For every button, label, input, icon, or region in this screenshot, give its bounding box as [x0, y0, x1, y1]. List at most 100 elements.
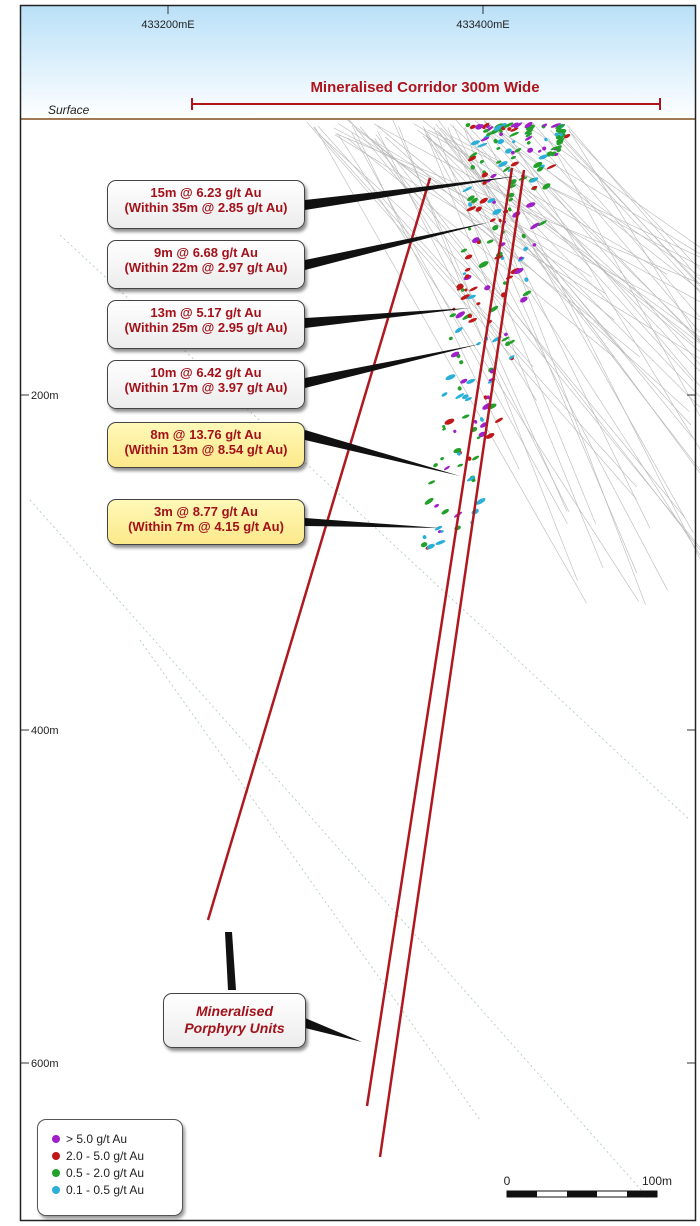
assay-intercept [455, 393, 465, 400]
callout-6-line1: 3m @ 8.77 g/t Au [154, 504, 258, 519]
drill-trace [337, 133, 639, 602]
callout-4-line1: 10m @ 6.42 g/t Au [150, 365, 262, 380]
assay-intercept [480, 136, 490, 142]
assay-intercept [469, 124, 476, 129]
assay-intercept [559, 132, 563, 137]
assay-intercept [473, 419, 478, 424]
assay-intercept [490, 173, 497, 179]
drill-trace [313, 127, 637, 488]
assay-intercept [485, 132, 493, 136]
assay-intercept [470, 164, 475, 170]
assay-intercept [468, 317, 477, 323]
assay-intercept [477, 142, 488, 148]
legend-item-01-05: 0.1 - 0.5 g/t Au [52, 1181, 182, 1198]
drill-trace [433, 127, 597, 525]
assay-intercept [495, 417, 503, 423]
assay-intercept [522, 290, 532, 297]
drill-trace [524, 127, 700, 333]
drill-trace [568, 129, 700, 343]
callout-2-line1: 9m @ 6.68 g/t Au [154, 245, 258, 260]
depth-ticks [20, 394, 696, 1064]
drill-trace [447, 127, 638, 574]
assay-intercept [563, 133, 571, 139]
assay-intercept [441, 508, 450, 515]
assay-intercept [486, 239, 494, 244]
assay-intercept [434, 503, 440, 508]
legend-dot-icon [52, 1168, 60, 1177]
drill-trace [334, 134, 700, 359]
assay-intercept [489, 218, 496, 223]
assay-intercept [556, 145, 562, 150]
assay-intercept [538, 154, 548, 160]
assay-intercept [462, 272, 467, 276]
assay-intercept [496, 147, 501, 150]
assay-intercept [524, 277, 529, 282]
assay-intercept [479, 197, 488, 204]
assay-intercept [471, 237, 480, 244]
porphyry-label-line1: Mineralised [195, 1003, 274, 1019]
drill-trace [455, 119, 694, 382]
assay-intercept [524, 135, 533, 141]
assay-intercept [434, 525, 443, 531]
assay-intercept [523, 246, 529, 251]
drill-trace [314, 126, 587, 604]
callout-intercept-6: 3m @ 8.77 g/t Au (Within 7m @ 4.15 g/t A… [107, 499, 305, 545]
assay-intercept [555, 127, 562, 133]
assay-intercept [492, 208, 502, 215]
assay-intercept [492, 224, 499, 231]
assay-intercept [533, 161, 543, 169]
assay-intercept [514, 148, 522, 153]
assay-intercept [470, 140, 480, 146]
assay-intercept [467, 195, 475, 202]
assay-intercept [457, 463, 463, 467]
assay-intercept [466, 206, 476, 212]
sky-band [20, 5, 696, 119]
assay-intercept [520, 296, 528, 303]
drill-trace [347, 138, 615, 359]
assay-intercept [475, 124, 482, 130]
scale-end-label: 100m [642, 1174, 672, 1188]
callout-5-line1: 8m @ 13.76 g/t Au [150, 427, 262, 442]
assay-intercept [464, 274, 470, 279]
assay-intercept [480, 422, 488, 428]
assay-intercept [525, 124, 535, 131]
assay-intercept [466, 476, 476, 482]
drill-trace [500, 131, 700, 366]
drill-trace [484, 136, 700, 559]
assay-intercept [509, 131, 519, 137]
drill-trace [59, 234, 691, 821]
drill-trace [532, 122, 700, 318]
depth-label-200: 200m [31, 390, 59, 402]
legend-item-05-2: 0.5 - 2.0 g/t Au [52, 1164, 182, 1181]
drill-trace [351, 124, 520, 470]
assay-intercept [469, 152, 478, 159]
assay-intercept [510, 156, 517, 160]
scale-start-label: 0 [504, 1174, 511, 1188]
assay-intercept [504, 332, 508, 337]
assay-intercept [449, 313, 457, 318]
assay-intercept [536, 166, 544, 172]
assay-intercept [467, 155, 477, 162]
assay-intercept [469, 286, 478, 292]
legend-dot-icon [52, 1134, 60, 1143]
assay-intercept [460, 248, 468, 253]
assay-intercept [542, 183, 551, 190]
assay-intercept [498, 161, 508, 168]
assay-intercept [508, 207, 512, 212]
assay-intercept [510, 150, 515, 155]
assay-intercept [538, 149, 542, 153]
assay-intercept [532, 243, 537, 247]
assay-intercept [487, 198, 495, 203]
assay-intercept [475, 498, 486, 505]
assay-intercept [508, 192, 515, 198]
legend-label: 2.0 - 5.0 g/t Au [66, 1148, 145, 1163]
assay-intercept [467, 294, 476, 300]
assay-intercept [526, 141, 531, 145]
callout-intercept-4: 10m @ 6.42 g/t Au (Within 17m @ 3.97 g/t… [107, 360, 305, 409]
assay-intercept [483, 395, 488, 400]
assay-intercept [454, 327, 463, 333]
drill-trace [548, 137, 700, 417]
callout-1-line1: 15m @ 6.23 g/t Au [150, 185, 262, 200]
porphyry-label-line2: Porphyry Units [184, 1020, 285, 1036]
